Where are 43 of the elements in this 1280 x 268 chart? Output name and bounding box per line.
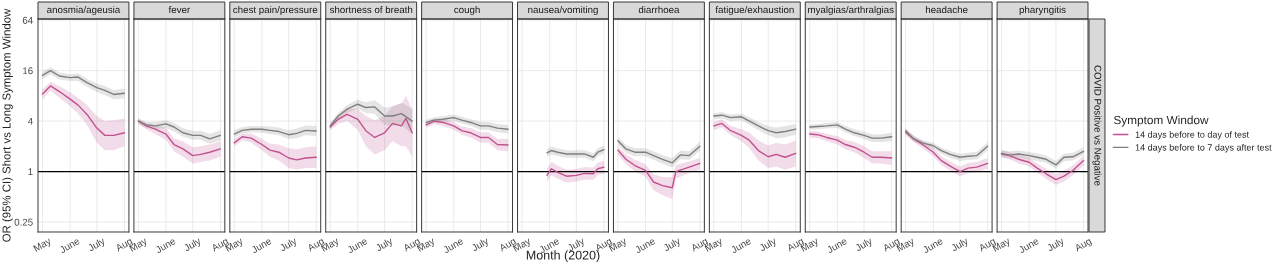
y-tick-label: 16: [23, 67, 33, 75]
x-tick-label: July: [374, 236, 395, 254]
legend-label: 14 days before to 7 days after test: [1135, 144, 1272, 153]
y-tick-label: 1: [28, 168, 33, 176]
chart-title: cough: [454, 5, 480, 16]
x-tick-label: July: [950, 236, 970, 254]
legend-label: 14 days before to day of test: [1135, 131, 1249, 140]
x-tick-label: July: [470, 236, 491, 254]
chart-title: headache: [925, 5, 968, 14]
y-tick-label: 0.25: [14, 218, 33, 226]
chart-title: myalgias/arthralgias: [808, 5, 894, 16]
x-tick-label: June: [154, 237, 177, 254]
x-tick-label: July: [279, 236, 299, 254]
chart-title: fatigue/exhaustion: [715, 5, 794, 16]
x-tick-label: June: [59, 237, 81, 254]
x-tick-label: July: [87, 236, 107, 254]
chart-title: anosmia/ageusia: [47, 5, 121, 16]
x-tick-label: July: [758, 236, 778, 254]
chart-title: fever: [168, 5, 191, 14]
x-tick-label: June: [346, 237, 368, 254]
x-tick-label: May: [33, 237, 53, 254]
x-tick-label: July: [1046, 236, 1066, 254]
y-axis-title: OR (95% CI) Short vs Long Symptom Window: [2, 8, 13, 242]
x-tick-label: July: [854, 236, 874, 254]
x-tick-label: June: [634, 237, 656, 254]
x-tick-label: July: [183, 236, 203, 254]
chart-title: chest pain/pressure: [233, 5, 318, 16]
x-tick-label: June: [250, 237, 272, 254]
chart-title: pharyngitis: [1019, 5, 1066, 16]
x-tick-label: June: [730, 237, 752, 254]
chart-title: nausea/vomiting: [528, 5, 598, 16]
x-tick-label: June: [442, 237, 464, 254]
x-tick-label: July: [662, 236, 683, 254]
x-tick-label: June: [922, 237, 944, 254]
text: COVID Positive vs Negative: [1092, 65, 1102, 186]
chart-title: diarrhoea: [638, 5, 680, 14]
x-tick-label: June: [826, 237, 848, 254]
legend-title: Symptom Window: [1113, 115, 1209, 127]
chart-title: shortness of breath: [329, 5, 413, 14]
y-tick-label: 64: [22, 16, 33, 24]
x-tick-label: Aug: [1073, 237, 1093, 254]
y-tick-label: 4: [27, 117, 33, 125]
x-tick-label: June: [1018, 237, 1040, 254]
